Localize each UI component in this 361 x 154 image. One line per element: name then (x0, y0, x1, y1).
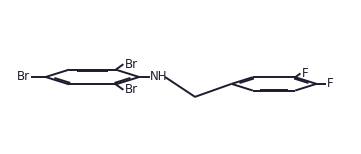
Text: F: F (327, 77, 334, 90)
Text: Br: Br (17, 71, 30, 83)
Text: F: F (301, 67, 308, 81)
Text: NH: NH (150, 71, 168, 83)
Text: Br: Br (125, 58, 138, 71)
Text: Br: Br (125, 83, 138, 96)
